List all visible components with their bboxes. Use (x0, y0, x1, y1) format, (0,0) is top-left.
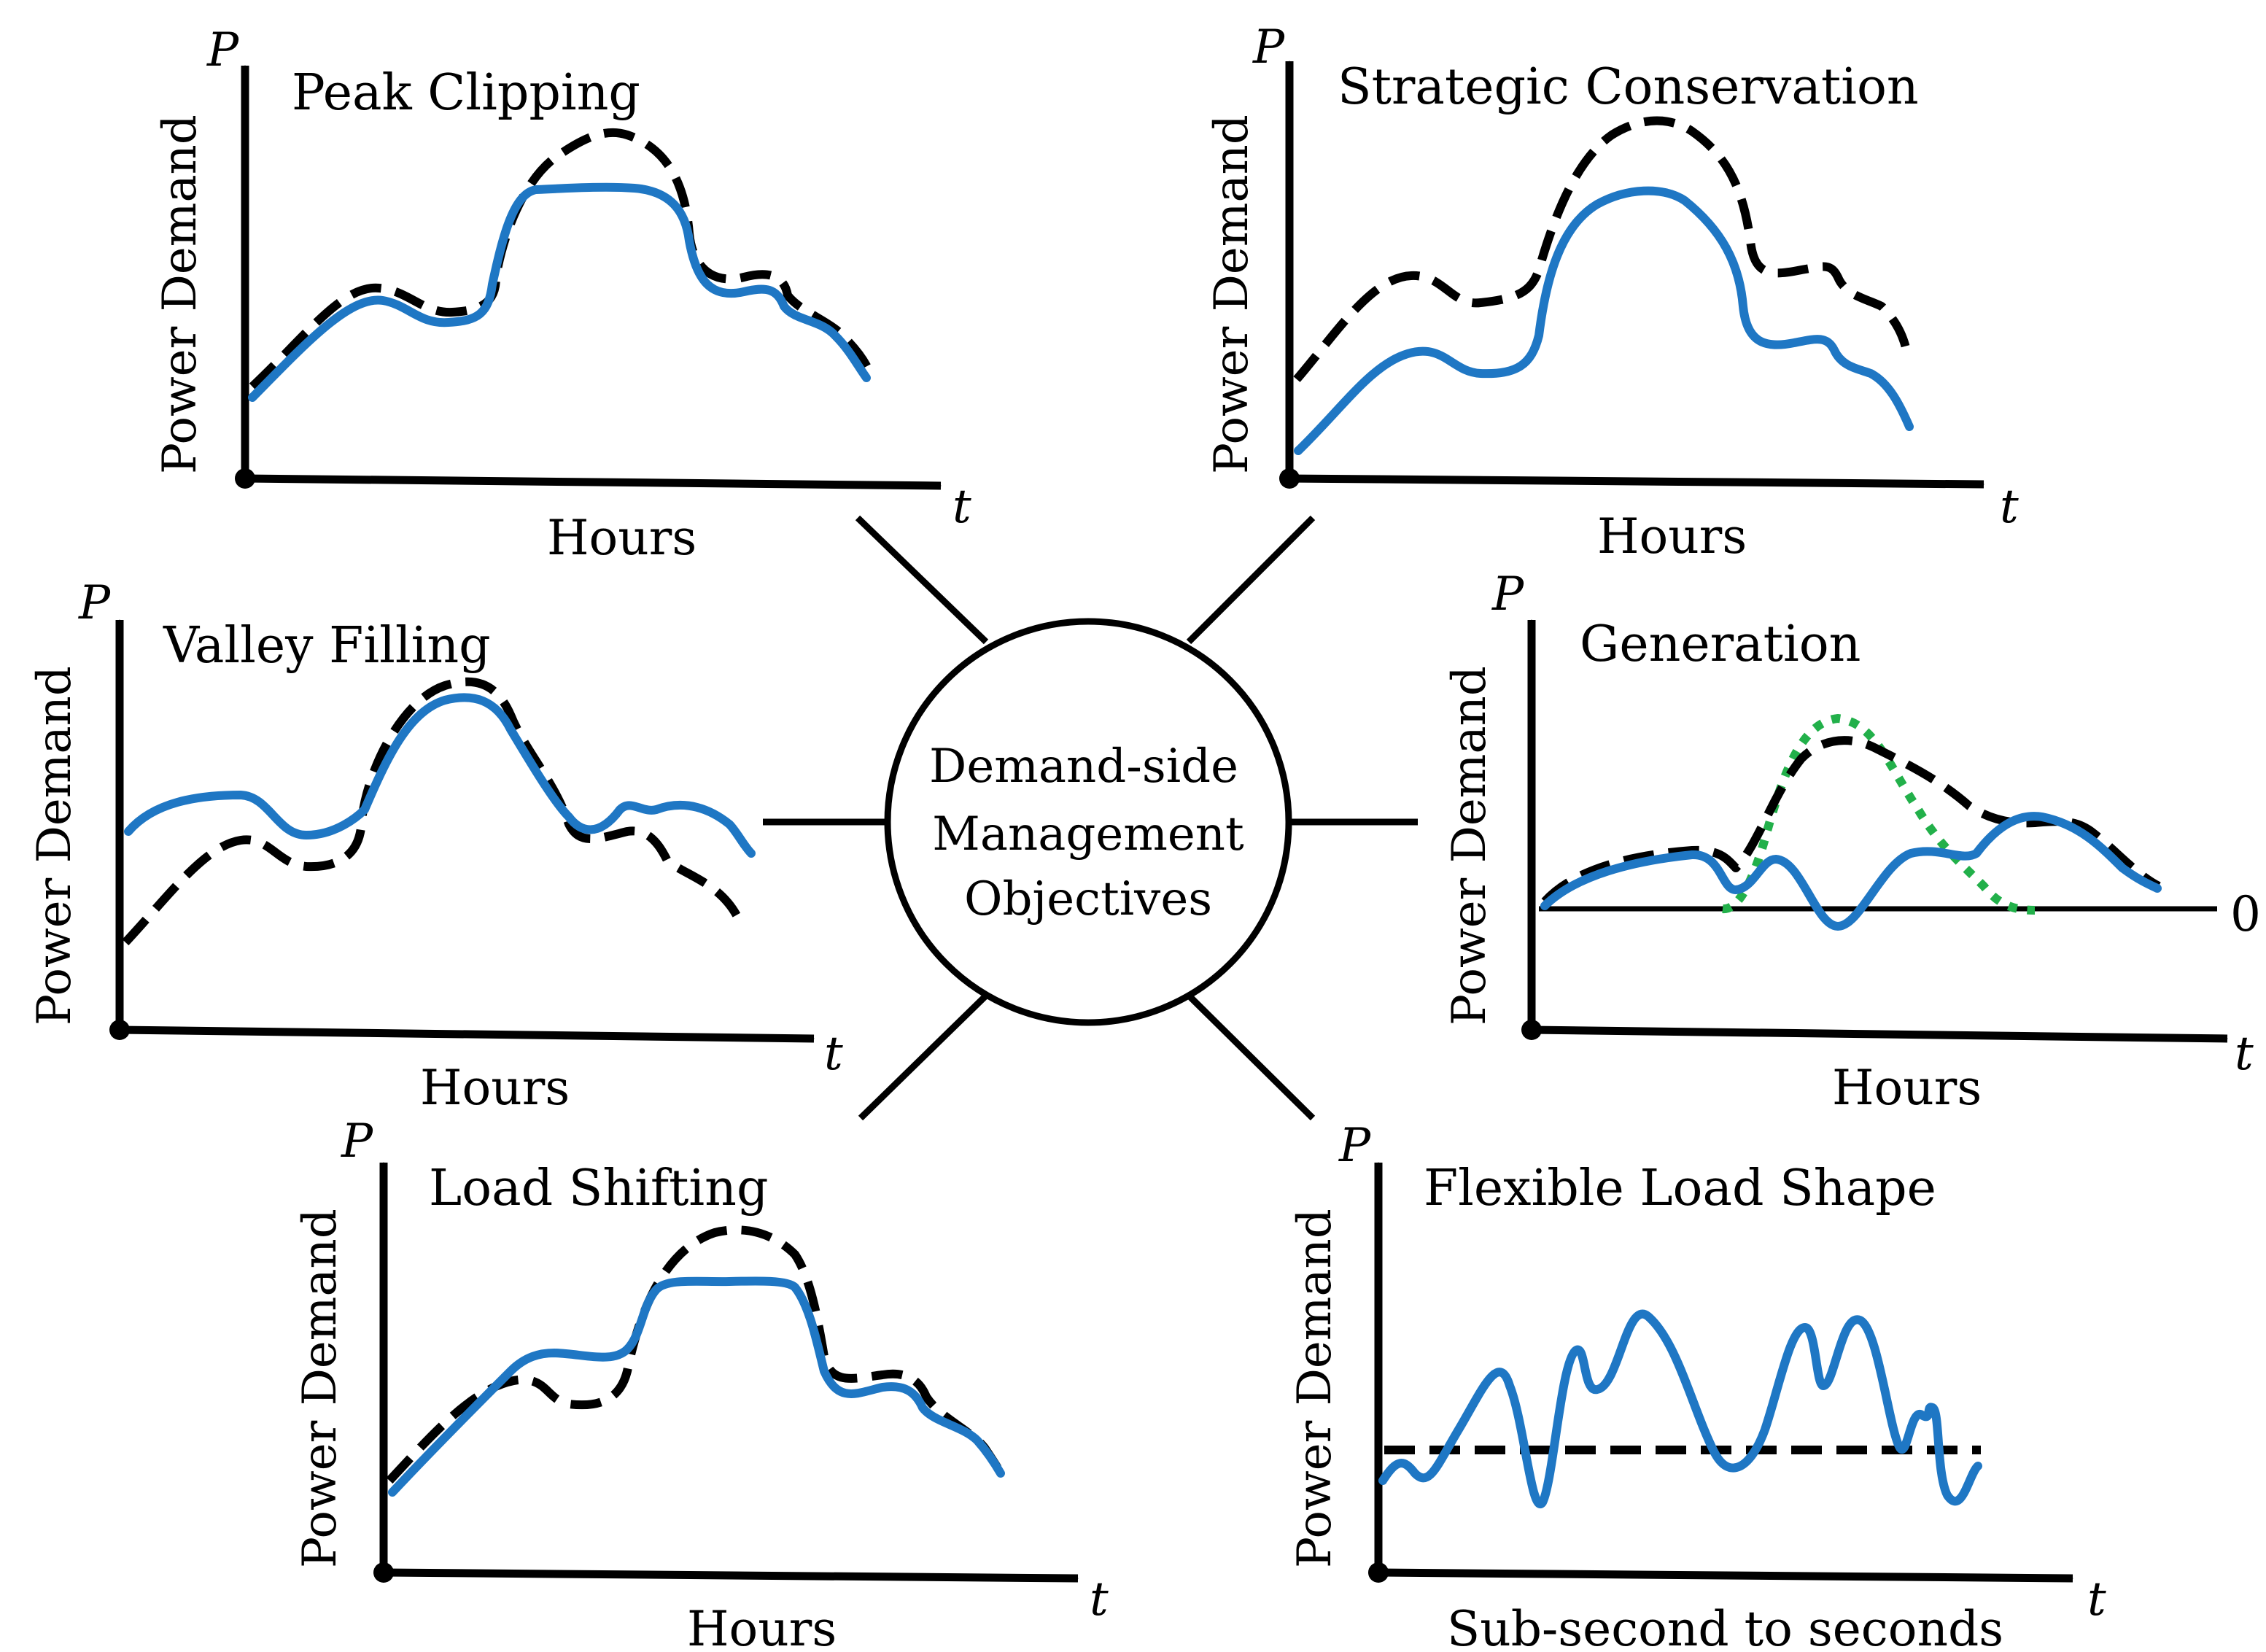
x-axis-label: Hours (1597, 508, 1747, 565)
panel-title: Strategic Conservation (1338, 58, 1919, 116)
center-circle (884, 618, 1292, 1026)
panel-load-shifting: P t Load Shifting Hours Power Demand (293, 1114, 1109, 1652)
x-symbol: t (2235, 1027, 2254, 1081)
modified-demand-curve (388, 1276, 1005, 1497)
x-axis-label: Hours (1832, 1060, 1982, 1116)
y-axis-label: Power Demand (28, 666, 82, 1025)
spoke-load-shifting (858, 993, 989, 1121)
x-axis-label: Hours (547, 510, 697, 566)
zero-label: 0 (2230, 886, 2261, 942)
panel-flexible-load-shape: P t Flexible Load Shape Sub-second to se… (1288, 1119, 2106, 1652)
x-axis-label: Hours (420, 1060, 570, 1116)
panel-title: Valley Filling (163, 617, 491, 675)
x-axis (1289, 474, 1984, 489)
panel-title: Load Shifting (429, 1160, 768, 1217)
center-line-3: Objectives (964, 872, 1212, 926)
axis-origin (373, 1562, 394, 1583)
y-axis-label: Power Demand (293, 1209, 347, 1568)
center-line-1: Demand-side (929, 740, 1238, 794)
modified-demand-curve (1294, 186, 1914, 455)
x-axis (244, 474, 942, 490)
original-demand-curve (249, 128, 872, 390)
panel-valley-filling: P t Valley Filling Hours Power Demand (28, 576, 843, 1116)
y-symbol: P (1252, 20, 1285, 74)
panel-generation: 0 P t Generation Hours Power Demand (1443, 567, 2261, 1116)
x-axis (1531, 1025, 2228, 1043)
x-axis (383, 1568, 1079, 1583)
axis-origin (1521, 1020, 1542, 1040)
y-symbol: P (206, 23, 239, 77)
spoke-strategic-conservation (1186, 515, 1316, 645)
x-axis-label: Hours (687, 1601, 837, 1652)
panel-title: Flexible Load Shape (1424, 1160, 1936, 1217)
x-symbol: t (952, 480, 971, 534)
y-symbol: P (341, 1114, 373, 1168)
modified-demand-curve (1540, 812, 2162, 931)
y-symbol: P (78, 576, 111, 630)
spoke-peak-clipping (855, 515, 989, 645)
x-symbol: t (1090, 1572, 1109, 1626)
center-line-2: Management (932, 807, 1244, 861)
spoke-flexible-load-shape (1186, 993, 1316, 1121)
panel-title: Generation (1580, 616, 1860, 673)
x-symbol: t (2087, 1572, 2106, 1626)
y-axis-label: Power Demand (153, 115, 207, 474)
original-demand-curve (386, 1225, 1005, 1484)
generation-curve (1722, 713, 2036, 915)
x-symbol: t (2000, 480, 2019, 534)
y-symbol: P (1338, 1119, 1371, 1173)
center-hub: Demand-side Management Objectives (763, 515, 1418, 1121)
modified-demand-curve (124, 693, 756, 858)
modified-demand-curve (248, 182, 871, 402)
x-axis-label: Sub-second to seconds (1447, 1601, 2003, 1652)
axis-origin (1368, 1562, 1389, 1583)
panel-title: Peak Clipping (292, 64, 640, 122)
x-symbol: t (824, 1027, 843, 1081)
y-axis-label: Power Demand (1288, 1209, 1342, 1568)
y-axis-label: Power Demand (1443, 666, 1497, 1025)
y-symbol: P (1491, 567, 1524, 621)
axis-origin (1279, 468, 1300, 489)
modified-demand-curve (1378, 1309, 1982, 1509)
original-demand-curve (1293, 116, 1912, 382)
x-axis (1378, 1568, 2073, 1583)
axis-origin (235, 468, 255, 489)
panel-strategic-conservation: P t Strategic Conservation Hours Power D… (1205, 20, 2019, 565)
y-axis-label: Power Demand (1205, 115, 1259, 474)
panel-peak-clipping: P t Peak Clipping Hours Power Demand (153, 23, 971, 566)
axis-origin (109, 1020, 130, 1040)
x-axis (119, 1025, 815, 1043)
